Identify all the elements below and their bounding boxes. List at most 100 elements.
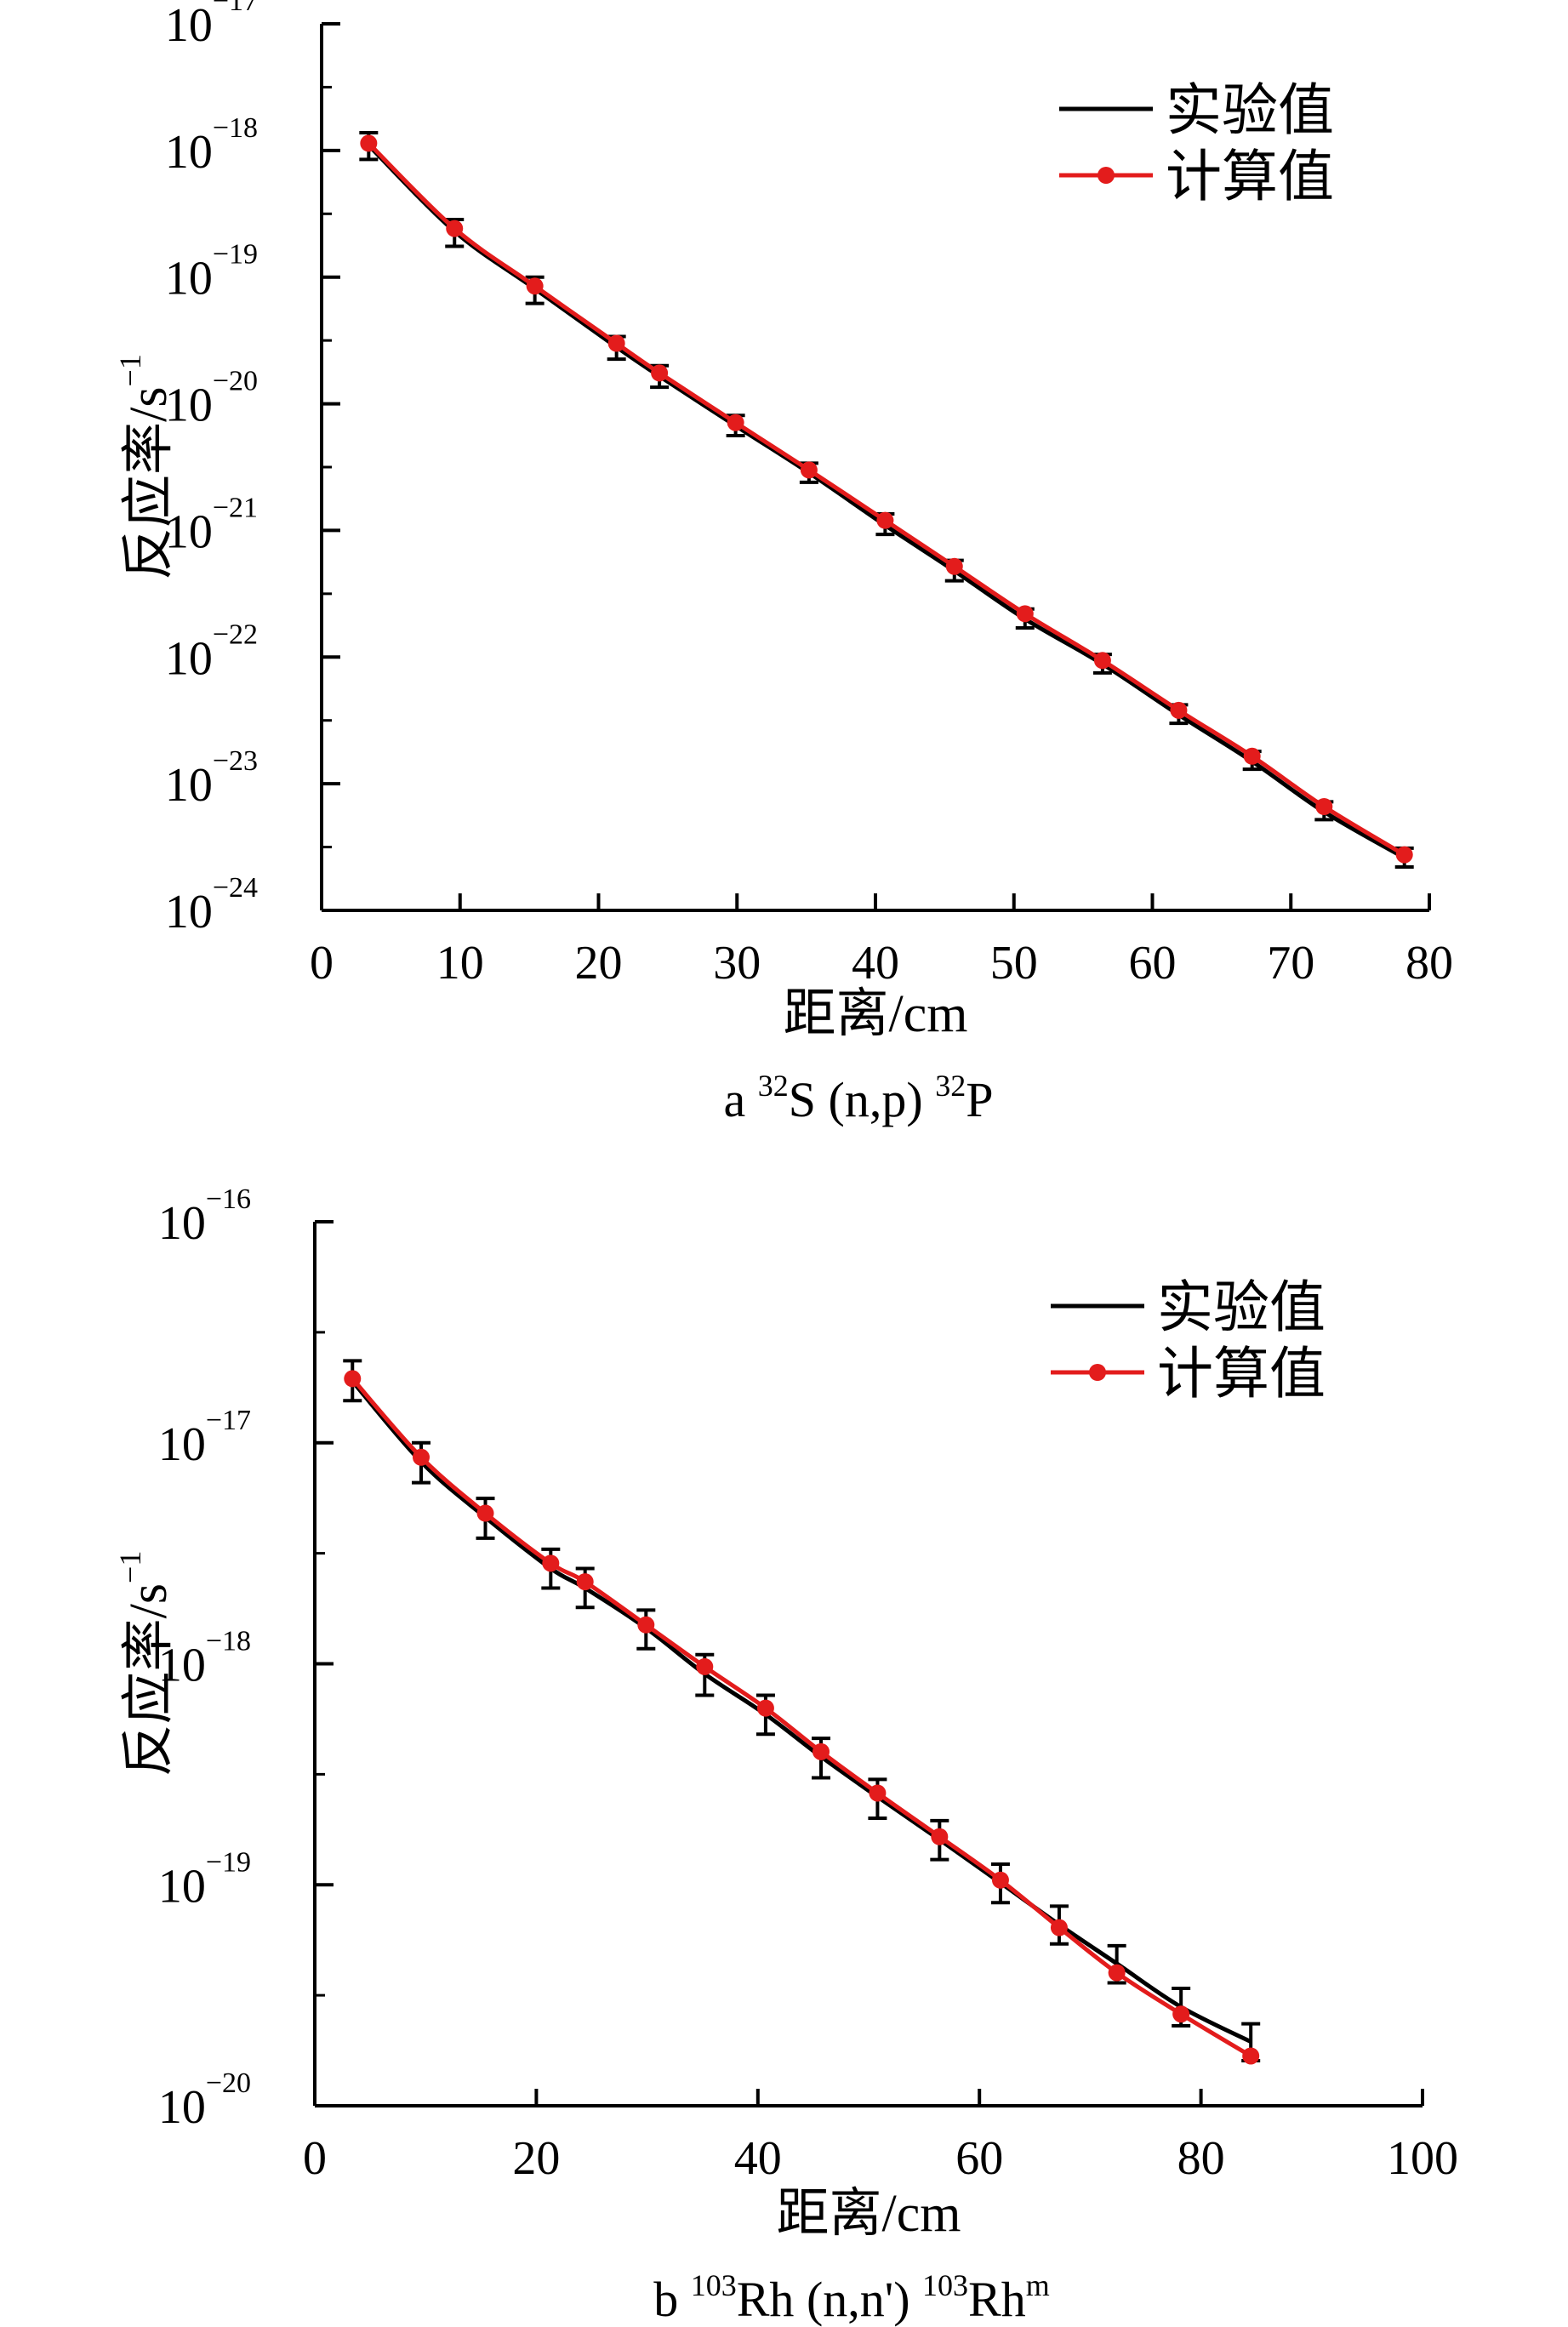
calculated-point	[1170, 701, 1188, 719]
caption-isotope-2: P	[966, 1072, 993, 1127]
calculated-point	[756, 1699, 774, 1717]
x-tick-label: 70	[1267, 937, 1314, 990]
y-tick-label: 10−18	[165, 112, 258, 179]
panel-b: 0 20 40 60 80 10010−2010−1910−1810−1710−16距离/…	[113, 1183, 1458, 2327]
calculated-point	[446, 220, 464, 237]
calculated-point	[651, 364, 669, 382]
y-tick-label: 10−20	[158, 2067, 251, 2134]
y-tick-label: 10−19	[158, 1846, 251, 1913]
caption-metastable: m	[1026, 2268, 1050, 2302]
y-tick-exponent: −20	[213, 366, 258, 397]
caption-mass-2: 32	[935, 1069, 966, 1103]
y-tick-exponent: −18	[213, 112, 258, 144]
y-tick-label: 10−23	[165, 745, 258, 812]
caption-isotope-2: Rh	[968, 2272, 1026, 2327]
calculated-point	[1395, 846, 1413, 864]
calculated-point	[607, 334, 625, 352]
caption-isotope-1: Rh	[737, 2272, 795, 2327]
calculated-point	[526, 277, 544, 295]
calculated-point	[1315, 798, 1333, 816]
x-tick-label: 40	[734, 2132, 782, 2185]
x-tick-label: 0	[310, 937, 334, 990]
x-tick-label: 40	[852, 937, 899, 990]
caption-isotope-1: S	[789, 1072, 816, 1127]
x-axis-title: 距离/cm	[777, 2185, 961, 2243]
y-axis-title-text: 反应率/s	[120, 1583, 178, 1777]
x-tick-label: 10	[436, 937, 484, 990]
calculated-point	[476, 1504, 494, 1522]
calculated-point	[876, 511, 894, 529]
calculated-point	[800, 461, 818, 479]
y-axis-title: 反应率/s−1	[113, 1551, 178, 1777]
y-axis-title: 反应率/s−1	[113, 354, 178, 580]
legend-label-calculated: 计算值	[1157, 1343, 1326, 1406]
caption-reaction: (n,p)	[816, 1072, 935, 1127]
calculated-point	[727, 413, 744, 431]
legend-label-calculated: 计算值	[1166, 146, 1334, 208]
panel-caption: b 103Rh (n,n') 103Rhm	[653, 2268, 1049, 2327]
y-tick-label: 10−17	[158, 1405, 251, 1471]
x-axis-title: 距离/cm	[784, 985, 968, 1043]
y-tick-exponent: −24	[213, 872, 258, 904]
calculated-point	[344, 1370, 362, 1388]
y-axis-title-text: 反应率/s	[120, 386, 178, 579]
x-tick-label: 80	[1405, 937, 1453, 990]
y-tick-label: 10−22	[165, 619, 258, 685]
x-tick-label: 0	[303, 2132, 327, 2185]
x-tick-label: 30	[713, 937, 761, 990]
caption-reaction: (n,n')	[794, 2272, 922, 2327]
legend-marker-calculated	[1098, 167, 1115, 184]
caption-mass-1: 32	[758, 1069, 789, 1103]
y-tick-label: 10−24	[165, 872, 258, 938]
legend-label-experimental: 实验值	[1166, 80, 1334, 142]
panel-caption: a 32S (n,p) 32P	[724, 1069, 994, 1127]
caption-mass-1: 103	[691, 2268, 737, 2302]
y-tick-exponent: −17	[206, 1405, 251, 1436]
y-tick-exponent: −17	[213, 0, 258, 17]
calculated-point	[696, 1657, 714, 1675]
y-tick-label: 10−21	[165, 492, 258, 558]
calculated-point	[945, 557, 963, 575]
calculated-point	[576, 1573, 594, 1591]
x-tick-label: 50	[990, 937, 1038, 990]
calculated-point	[1050, 1919, 1068, 1936]
x-tick-label: 60	[955, 2132, 1003, 2185]
y-tick-exponent: −21	[213, 492, 258, 523]
calculated-point	[991, 1871, 1009, 1889]
calculated-point	[1172, 2005, 1190, 2023]
caption-mass-2: 103	[922, 2268, 968, 2302]
y-tick-label: 10−20	[165, 366, 258, 432]
calculated-point	[542, 1554, 560, 1572]
calculated-point	[360, 134, 378, 152]
calculated-point	[1108, 1964, 1126, 1982]
y-tick-exponent: −22	[213, 619, 258, 650]
y-tick-exponent: −16	[206, 1183, 251, 1215]
calculated-line	[367, 141, 1405, 857]
y-axis-title-exponent: −1	[113, 354, 147, 386]
calculated-point	[813, 1742, 830, 1760]
calculated-point	[1016, 605, 1034, 623]
calculated-point	[1093, 652, 1111, 670]
x-tick-label: 60	[1129, 937, 1177, 990]
x-tick-label: 100	[1387, 2132, 1458, 2185]
y-tick-exponent: −19	[213, 239, 258, 271]
calculated-point	[869, 1784, 887, 1802]
y-tick-label: 10−19	[165, 239, 258, 305]
x-tick-label: 80	[1177, 2132, 1225, 2185]
legend-marker-calculated	[1089, 1364, 1106, 1381]
calculated-point	[1242, 2047, 1260, 2065]
caption-prefix: a	[724, 1072, 758, 1127]
y-tick-exponent: −20	[206, 2067, 251, 2099]
calculated-point	[637, 1616, 655, 1634]
panel-a: 0 10 20 30 40 50 60 70 80 10−24 10−23 10−22 10−21 10−…	[113, 0, 1453, 1127]
calculated-point	[931, 1828, 949, 1845]
y-tick-exponent: −19	[206, 1846, 251, 1878]
x-tick-label: 20	[575, 937, 623, 990]
x-tick-label: 20	[512, 2132, 560, 2185]
y-tick-exponent: −18	[206, 1626, 251, 1657]
calculated-point	[412, 1448, 430, 1466]
calculated-point	[1243, 747, 1261, 765]
